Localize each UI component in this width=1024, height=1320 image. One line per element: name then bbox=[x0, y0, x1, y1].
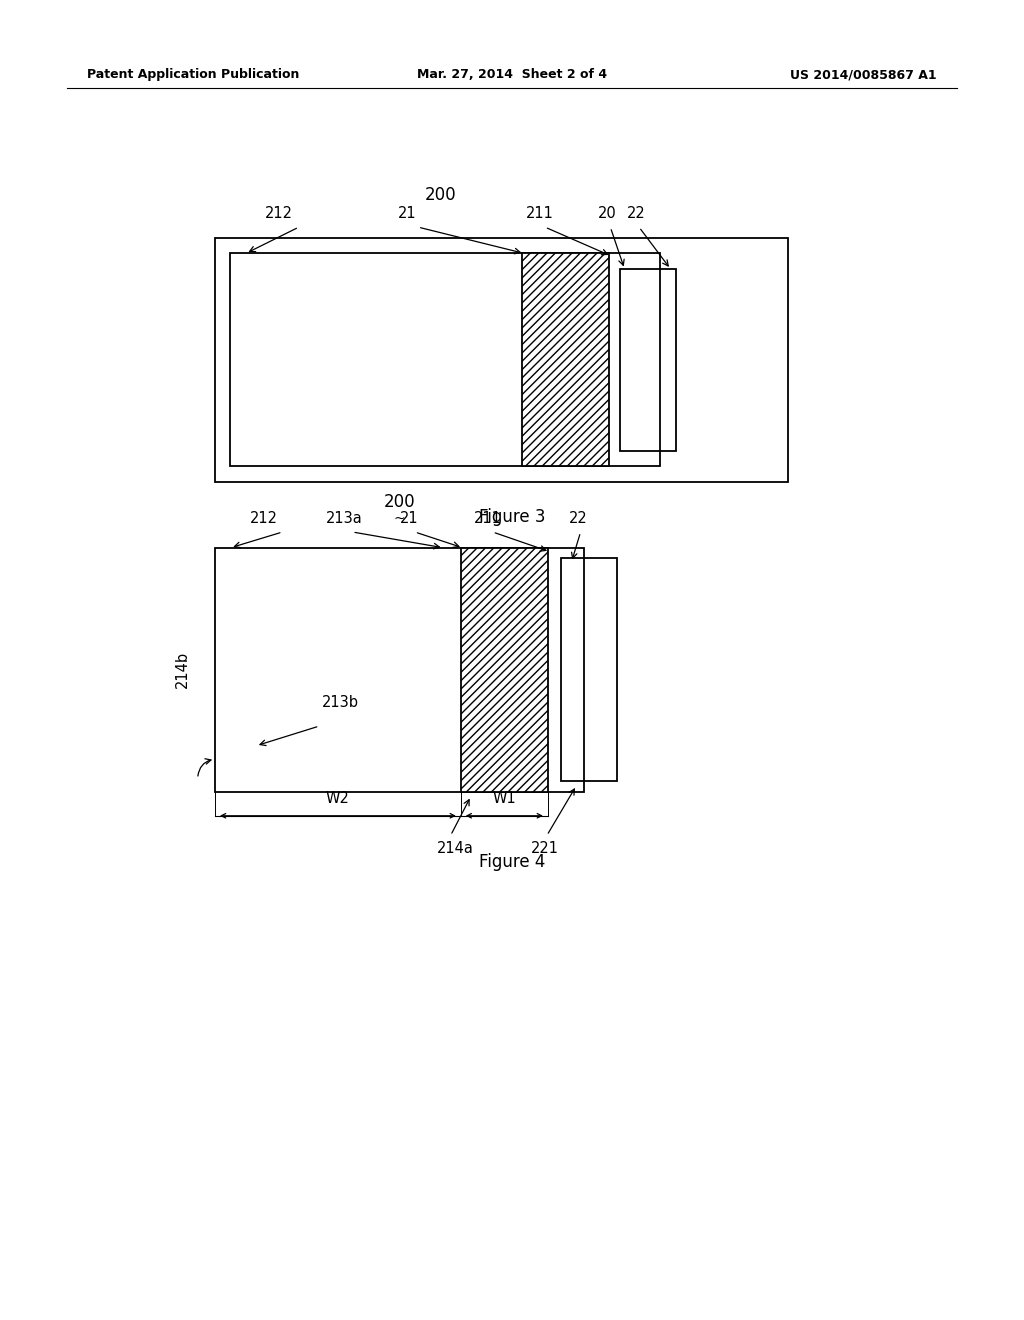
Text: W2: W2 bbox=[326, 791, 350, 807]
Text: 213a: 213a bbox=[326, 511, 362, 527]
FancyBboxPatch shape bbox=[522, 253, 609, 466]
Text: 214b: 214b bbox=[175, 651, 189, 688]
Text: 22: 22 bbox=[569, 511, 588, 527]
Text: 200: 200 bbox=[425, 186, 456, 205]
Text: 20: 20 bbox=[598, 206, 616, 222]
FancyBboxPatch shape bbox=[461, 548, 548, 792]
Text: 221: 221 bbox=[530, 841, 559, 857]
Text: Mar. 27, 2014  Sheet 2 of 4: Mar. 27, 2014 Sheet 2 of 4 bbox=[417, 69, 607, 81]
Text: 213b: 213b bbox=[322, 694, 358, 710]
Text: 214a: 214a bbox=[437, 841, 474, 857]
Text: Figure 3: Figure 3 bbox=[479, 508, 545, 527]
Text: 211: 211 bbox=[473, 511, 502, 527]
Text: 21: 21 bbox=[398, 206, 417, 222]
Text: W1: W1 bbox=[493, 791, 516, 807]
Text: ~: ~ bbox=[393, 512, 406, 525]
Text: 212: 212 bbox=[250, 511, 279, 527]
Text: 211: 211 bbox=[525, 206, 554, 222]
Text: 22: 22 bbox=[627, 206, 645, 222]
Text: 212: 212 bbox=[264, 206, 293, 222]
Text: Patent Application Publication: Patent Application Publication bbox=[87, 69, 299, 81]
Text: 21: 21 bbox=[400, 511, 419, 527]
Text: 200: 200 bbox=[384, 492, 415, 511]
Text: Figure 4: Figure 4 bbox=[479, 853, 545, 871]
Text: US 2014/0085867 A1: US 2014/0085867 A1 bbox=[791, 69, 937, 81]
